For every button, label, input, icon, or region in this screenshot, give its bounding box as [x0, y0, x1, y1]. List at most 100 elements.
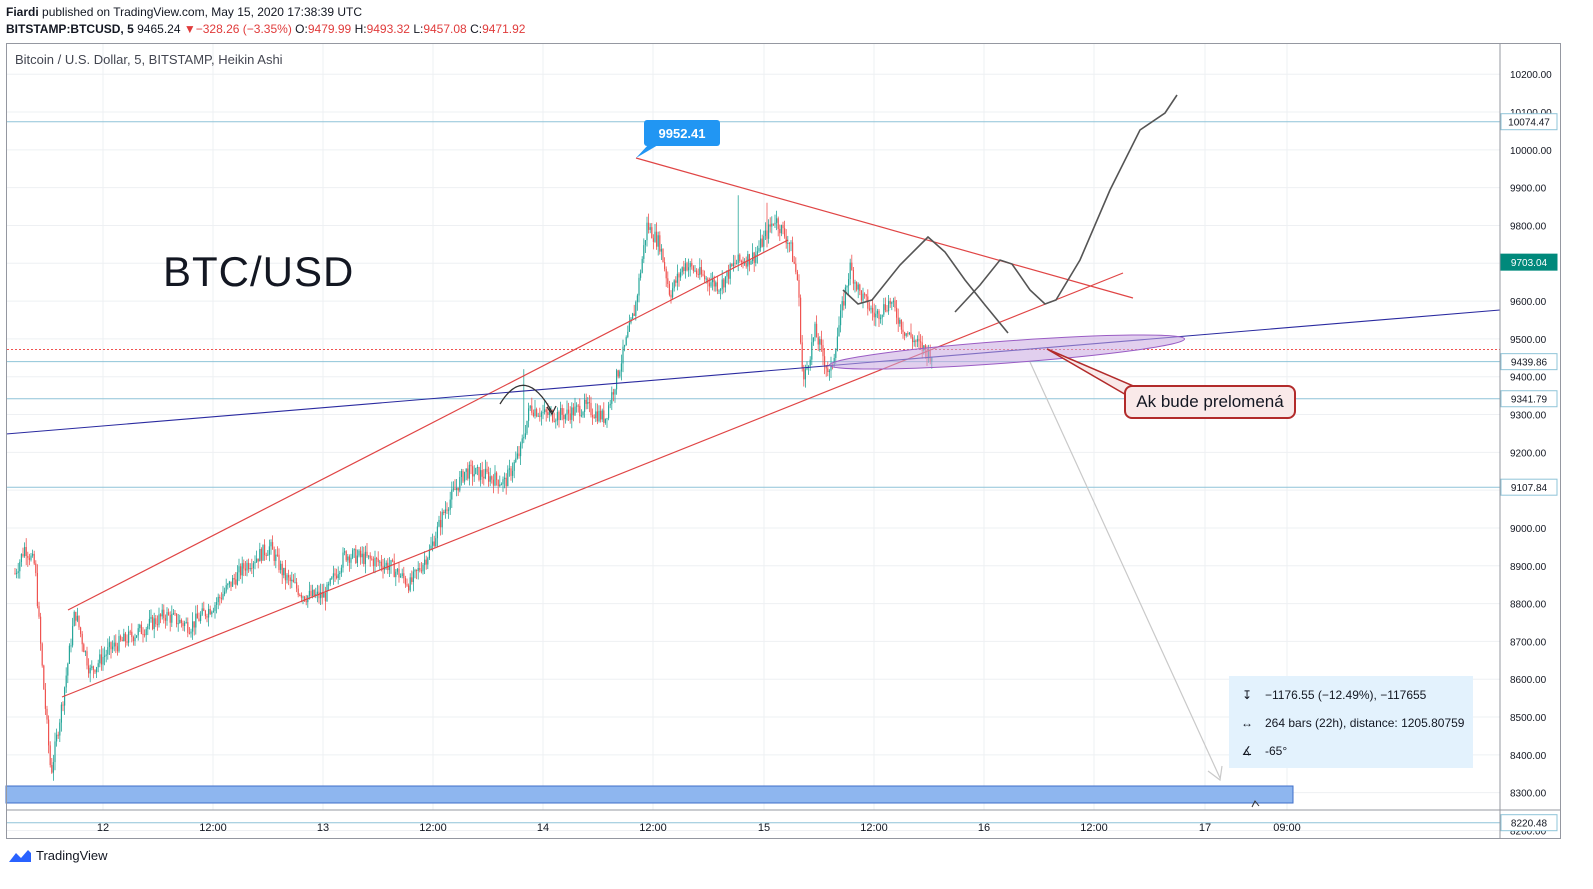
candle-body: [670, 294, 672, 298]
price-badge: [1500, 253, 1558, 271]
candle-body: [350, 557, 352, 563]
candle-body: [900, 319, 902, 330]
candle-body: [568, 409, 570, 414]
y-tick-label: 8700.00: [1510, 637, 1547, 648]
candle-body: [110, 642, 112, 650]
candle-body: [665, 268, 667, 279]
x-tick-label: 12:00: [1080, 822, 1108, 834]
candle-body: [126, 641, 128, 643]
measure-info-box: ↧ −1176.55 (−12.49%), −117655 ↔ 264 bars…: [1229, 676, 1473, 768]
candle-body: [899, 319, 901, 324]
candle-body: [145, 629, 147, 635]
author-name[interactable]: Fiardi: [6, 5, 39, 19]
candle-body: [92, 666, 94, 670]
candle-body: [291, 579, 293, 582]
candle-body: [371, 558, 373, 560]
candle-body: [872, 307, 874, 313]
x-tick-label: 12:00: [419, 822, 447, 834]
candle-body: [198, 618, 200, 621]
candle-body: [107, 647, 109, 655]
candle-body: [732, 262, 734, 266]
drawing-tools[interactable]: [5, 94, 1501, 808]
y-tick-label: 9400.00: [1510, 373, 1547, 384]
candle-body: [148, 618, 150, 626]
candle-body: [580, 415, 582, 417]
chart-axes: 10200.0010100.0010000.009900.009800.0097…: [7, 44, 1561, 838]
candle-body: [65, 675, 67, 688]
projection-path-1[interactable]: [842, 235, 1009, 334]
candle-body: [396, 568, 398, 572]
breakout-callout[interactable]: Ak bude prelomená: [1124, 385, 1296, 419]
candle-body: [664, 262, 666, 269]
candle-body: [188, 632, 190, 634]
candle-body: [347, 556, 349, 561]
candle-body: [652, 238, 654, 242]
candle-body: [836, 336, 838, 351]
candle-body: [768, 224, 770, 239]
candle-body: [744, 262, 746, 264]
candle-body: [376, 558, 378, 560]
resistance-line[interactable]: [635, 157, 1134, 299]
candle-body: [320, 592, 322, 599]
symbol-text-annotation[interactable]: BTC/USD: [163, 248, 355, 295]
candle-body: [48, 719, 50, 746]
peak-price-callout[interactable]: 9952.41: [644, 120, 720, 146]
candle-body: [132, 637, 134, 642]
x-tick-label: 12:00: [639, 822, 667, 834]
candle-body: [177, 623, 179, 625]
candle-body: [200, 614, 202, 621]
candle-body: [432, 541, 434, 546]
candle-body: [811, 342, 813, 360]
candle-body: [585, 399, 587, 404]
footer-branding[interactable]: TradingView: [8, 848, 108, 863]
candle-body: [406, 584, 408, 586]
candle-body: [812, 337, 814, 343]
candle-body: [123, 633, 125, 642]
support-zone-ellipse[interactable]: [828, 328, 1186, 376]
candle-body: [84, 651, 86, 653]
small-arc-arrow[interactable]: [499, 384, 553, 413]
down-arrow-icon: ▼: [183, 22, 196, 36]
candle-body: [454, 488, 456, 491]
candle-body: [204, 610, 206, 617]
projection-path-2[interactable]: [954, 94, 1178, 313]
candle-body: [302, 596, 304, 598]
candle-body: [891, 302, 893, 304]
candle-body: [777, 218, 779, 229]
x-tick-label: 12:00: [860, 822, 888, 834]
candle-body: [475, 468, 477, 475]
y-tick-label: 8200.00: [1510, 826, 1547, 837]
candle-body: [868, 308, 870, 310]
candle-body: [537, 415, 539, 417]
band-marker-arrow: [1251, 800, 1260, 808]
candle-body: [820, 339, 822, 346]
candle-body: [675, 280, 677, 283]
candle-body: [694, 270, 696, 272]
candle-body: [883, 304, 885, 315]
candle-body: [808, 365, 810, 367]
measure-arrow-line[interactable]: [1029, 361, 1221, 779]
candle-body: [313, 589, 315, 597]
candle-body: [278, 554, 280, 570]
candle-body: [289, 577, 291, 582]
candle-body: [635, 301, 637, 316]
channel-lower-line[interactable]: [61, 272, 1124, 698]
candle-body: [392, 560, 394, 562]
candle-body: [211, 611, 213, 615]
candle-body: [88, 665, 90, 674]
candle-body: [678, 273, 680, 278]
blue-trend-line[interactable]: [5, 309, 1501, 435]
candle-body: [161, 609, 163, 617]
candle-body: [419, 568, 421, 571]
candle-body: [187, 622, 189, 633]
candle-body: [576, 405, 578, 407]
channel-upper-line[interactable]: [67, 239, 789, 611]
candle-body: [411, 577, 413, 582]
candle-body: [724, 276, 726, 288]
candle-body: [904, 332, 906, 336]
candle-body: [16, 572, 18, 574]
candle-body: [796, 271, 798, 281]
candle-body: [244, 568, 246, 571]
candle-body: [545, 409, 547, 413]
